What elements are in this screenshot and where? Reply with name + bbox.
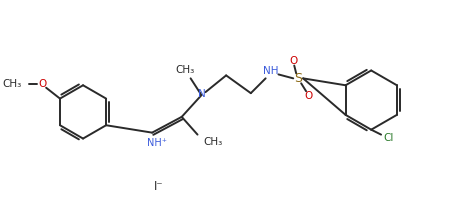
- Text: NH: NH: [263, 66, 278, 76]
- Text: N: N: [198, 89, 206, 99]
- Text: S: S: [294, 72, 302, 85]
- Text: CH₃: CH₃: [203, 137, 223, 146]
- Text: O: O: [289, 55, 297, 66]
- Text: CH₃: CH₃: [175, 65, 194, 76]
- Text: NH⁺: NH⁺: [147, 138, 167, 147]
- Text: I⁻: I⁻: [154, 180, 164, 193]
- Text: Cl: Cl: [384, 133, 394, 143]
- Text: O: O: [38, 79, 46, 89]
- Text: O: O: [304, 91, 312, 101]
- Text: CH₃: CH₃: [2, 79, 21, 89]
